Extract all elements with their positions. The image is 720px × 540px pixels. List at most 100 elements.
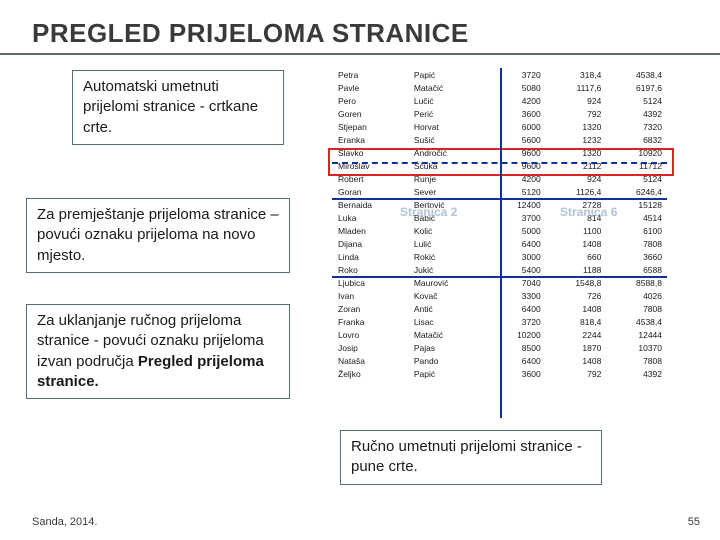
page-title: PREGLED PRIJELOMA STRANICE [0,0,720,55]
table-cell: 6588 [604,263,665,276]
table-cell: 12400 [488,198,544,211]
table-cell: Šćuka [411,159,488,172]
table-cell: 6100 [604,224,665,237]
table-cell: Papić [411,68,488,81]
table-cell: 8500 [488,341,544,354]
table-cell: 6246,4 [604,185,665,198]
table-cell: 3600 [488,367,544,380]
table-cell: 792 [544,107,605,120]
table-cell: Perić [411,107,488,120]
table-row: RobertRunje42009245124 [335,172,665,185]
callout-manual-breaks: Ručno umetnuti prijelomi stranice - pune… [340,430,602,485]
table-cell: 1408 [544,302,605,315]
table-cell: 10370 [604,341,665,354]
table-row: DijanaLulić640014087808 [335,237,665,250]
table-cell: Lulić [411,237,488,250]
table-cell: Pero [335,94,411,107]
table-cell: 6400 [488,302,544,315]
table-cell: Lisac [411,315,488,328]
table-row: GorenPerić36007924392 [335,107,665,120]
table-cell: Goran [335,185,411,198]
table-row: MiroslavŠćuka9600211211712 [335,159,665,172]
table-cell: Nataša [335,354,411,367]
table-cell: 1408 [544,237,605,250]
table-cell: Papić [411,367,488,380]
table-cell: Josip [335,341,411,354]
table-cell: Željko [335,367,411,380]
table-cell: 1320 [544,146,605,159]
table-cell: Babić [411,211,488,224]
table-cell: 1548,8 [544,276,605,289]
table-cell: Bertović [411,198,488,211]
table-cell: Jukić [411,263,488,276]
table-cell: Dijana [335,237,411,250]
table-row: SlavkoAndročić9600132010920 [335,146,665,159]
table-row: IvanKovač33007264026 [335,289,665,302]
table-row: ErankaSušić560012326832 [335,133,665,146]
table-row: NatašaPando640014087808 [335,354,665,367]
table-cell: 924 [544,172,605,185]
table-cell: 1232 [544,133,605,146]
table-row: LovroMatačić10200224412444 [335,328,665,341]
table-cell: 3720 [488,68,544,81]
table-cell: 3000 [488,250,544,263]
table-cell: Eranka [335,133,411,146]
table-row: LindaRokić30006603660 [335,250,665,263]
table-cell: 818,4 [544,315,605,328]
table-cell: Kolić [411,224,488,237]
table-row: PeroLučić42009245124 [335,94,665,107]
table-cell: Matačić [411,328,488,341]
table-cell: Pavle [335,81,411,94]
callout-remove-break: Za uklanjanje ručnog prijeloma stranice … [26,304,290,399]
table-cell: Miroslav [335,159,411,172]
table-cell: 1100 [544,224,605,237]
table-cell: 5400 [488,263,544,276]
table-cell: 1117,6 [544,81,605,94]
table-row: BernaidaBertović12400272815128 [335,198,665,211]
table-cell: 5080 [488,81,544,94]
table-cell: 318,4 [544,68,605,81]
table-cell: Horvat [411,120,488,133]
table-cell: Sever [411,185,488,198]
spreadsheet-preview: PetraPapić3720318,44538,4PavleMatačić508… [335,68,665,418]
table-cell: 9600 [488,159,544,172]
table-cell: 7040 [488,276,544,289]
table-cell: 5000 [488,224,544,237]
table-cell: 5124 [604,94,665,107]
data-table: PetraPapić3720318,44538,4PavleMatačić508… [335,68,665,380]
table-row: JosipPajas8500187010370 [335,341,665,354]
table-cell: 2112 [544,159,605,172]
table-cell: 3660 [604,250,665,263]
table-cell: 11712 [604,159,665,172]
table-row: ŽeljkoPapić36007924392 [335,367,665,380]
table-row: ZoranAntić640014087808 [335,302,665,315]
table-cell: 3600 [488,107,544,120]
table-row: GoranSever51201126,46246,4 [335,185,665,198]
table-cell: 1320 [544,120,605,133]
table-cell: Kovač [411,289,488,302]
table-cell: 726 [544,289,605,302]
table-cell: Petra [335,68,411,81]
table-row: RokoJukić540011886588 [335,263,665,276]
table-cell: 5120 [488,185,544,198]
table-cell: Runje [411,172,488,185]
table-row: StjepanHorvat600013207320 [335,120,665,133]
table-cell: 814 [544,211,605,224]
table-cell: 12444 [604,328,665,341]
table-cell: 6197,6 [604,81,665,94]
footer-author: Sanda, 2014. [32,516,97,528]
table-cell: 5600 [488,133,544,146]
table-cell: 6400 [488,237,544,250]
table-cell: Roko [335,263,411,276]
table-cell: Pando [411,354,488,367]
table-cell: 10200 [488,328,544,341]
footer-page-number: 55 [688,516,700,528]
table-row: FrankaLisac3720818,44538,4 [335,315,665,328]
table-cell: 4200 [488,94,544,107]
table-cell: 924 [544,94,605,107]
table-cell: Mladen [335,224,411,237]
table-cell: 1126,4 [544,185,605,198]
table-cell: Slavko [335,146,411,159]
table-cell: 6832 [604,133,665,146]
table-cell: 3700 [488,211,544,224]
